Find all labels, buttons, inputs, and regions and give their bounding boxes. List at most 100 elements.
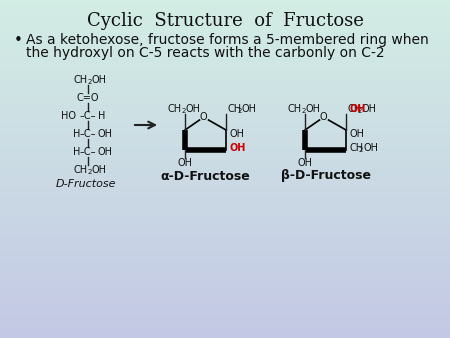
Bar (0, 114, 450, 115)
Bar (0, 225, 450, 226)
Bar (0, 101, 450, 102)
Bar (0, 162, 450, 163)
Bar (0, 32, 450, 33)
Bar (0, 336, 450, 337)
Bar (0, 255, 450, 256)
Bar (0, 208, 450, 209)
Bar (0, 195, 450, 196)
Bar (0, 22, 450, 23)
Bar (0, 171, 450, 172)
Bar (0, 259, 450, 260)
Bar (0, 5, 450, 6)
Bar (0, 62, 450, 63)
Bar (0, 230, 450, 231)
Bar (0, 127, 450, 128)
Bar (0, 146, 450, 147)
Bar (0, 299, 450, 300)
Bar (0, 224, 450, 225)
Bar (0, 201, 450, 202)
Text: 2: 2 (88, 78, 92, 84)
Bar (0, 26, 450, 27)
Bar (0, 60, 450, 61)
Bar (0, 199, 450, 200)
Bar (0, 124, 450, 125)
Bar (0, 142, 450, 143)
Bar (0, 213, 450, 214)
Bar (0, 209, 450, 210)
Bar (0, 241, 450, 242)
Text: –C–: –C– (80, 147, 96, 157)
Text: 2: 2 (302, 108, 306, 114)
Bar (0, 41, 450, 42)
Bar (0, 30, 450, 31)
Bar (0, 316, 450, 317)
Bar (0, 253, 450, 254)
Bar (0, 265, 450, 266)
Bar (0, 322, 450, 323)
Bar (0, 284, 450, 285)
Bar (0, 271, 450, 272)
Text: Cyclic  Structure  of  Fructose: Cyclic Structure of Fructose (86, 12, 364, 30)
Bar (0, 307, 450, 308)
Bar (0, 17, 450, 18)
Bar (0, 129, 450, 130)
Bar (0, 192, 450, 193)
Bar (0, 73, 450, 74)
Text: 2: 2 (88, 169, 92, 174)
Bar (0, 227, 450, 228)
Bar (0, 310, 450, 311)
Text: –C–: –C– (80, 129, 96, 139)
Bar (0, 120, 450, 121)
Text: D-Fructose: D-Fructose (56, 179, 116, 189)
Bar (0, 329, 450, 330)
Text: 2: 2 (182, 108, 186, 114)
Bar (0, 317, 450, 318)
Bar (0, 53, 450, 54)
Bar (0, 285, 450, 286)
Bar (0, 197, 450, 198)
Bar (0, 272, 450, 273)
Bar (0, 309, 450, 310)
Bar (0, 6, 450, 7)
Bar (0, 212, 450, 213)
Bar (0, 24, 450, 25)
Bar (0, 130, 450, 131)
Text: 2: 2 (359, 146, 364, 152)
Bar (0, 11, 450, 12)
Bar (0, 173, 450, 174)
Bar (0, 215, 450, 216)
Bar (0, 211, 450, 212)
Bar (0, 80, 450, 81)
Bar (0, 214, 450, 215)
Bar (0, 7, 450, 8)
Bar (0, 282, 450, 283)
Bar (0, 331, 450, 332)
Text: CH: CH (288, 104, 302, 114)
Bar (0, 257, 450, 258)
Bar (0, 319, 450, 320)
Bar (0, 72, 450, 73)
Bar (0, 187, 450, 188)
Bar (0, 107, 450, 108)
Bar (0, 97, 450, 98)
Bar (0, 177, 450, 178)
Bar (0, 194, 450, 195)
Bar (0, 63, 450, 64)
Bar (0, 23, 450, 24)
Bar (0, 168, 450, 169)
Text: CH: CH (168, 104, 182, 114)
Bar (0, 303, 450, 304)
Bar (0, 236, 450, 237)
Bar (0, 232, 450, 233)
Bar (0, 158, 450, 159)
Bar (0, 200, 450, 201)
Bar (0, 128, 450, 129)
Bar (0, 196, 450, 197)
Text: OH: OH (349, 104, 365, 114)
Bar (0, 219, 450, 220)
Bar (0, 296, 450, 297)
Bar (0, 94, 450, 95)
Bar (0, 182, 450, 183)
Text: OH: OH (363, 143, 378, 153)
Bar (0, 108, 450, 109)
